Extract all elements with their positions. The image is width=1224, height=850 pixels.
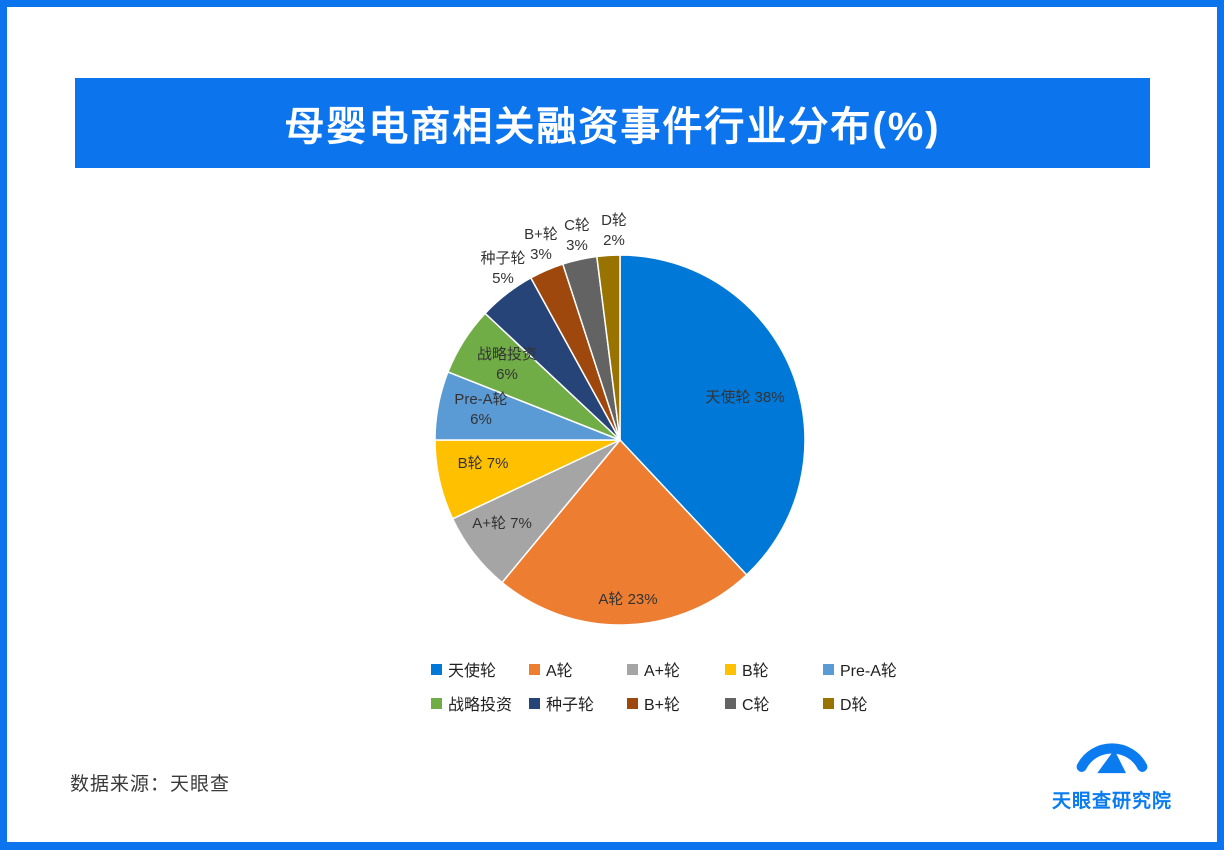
legend-item-天使轮: 天使轮 (431, 657, 529, 681)
pie-slice-天使轮 (619, 254, 806, 576)
pie-slice-label-天使轮: 天使轮 38% (705, 389, 784, 406)
legend-row: 战略投资 种子轮 B+轮 C轮 D轮 (431, 690, 921, 716)
frame-border-bottom (0, 842, 1224, 850)
legend-item-种子轮: 种子轮 (529, 691, 627, 715)
pie-slice-A轮 (501, 438, 748, 626)
legend-label-A轮: A轮 (546, 663, 573, 680)
chart-title: 母婴电商相关融资事件行业分布(%) (284, 105, 941, 149)
pie-slice-label-战略投资: 战略投资 (477, 346, 537, 363)
legend-label-天使轮: 天使轮 (448, 663, 497, 680)
legend-swatch-B轮 (725, 663, 736, 675)
legend-label-A+轮: A+轮 (644, 663, 681, 680)
legend-item-A轮: A轮 (529, 657, 627, 681)
legend-label-D轮: D轮 (840, 697, 868, 714)
chart-title-banner: 母婴电商相关融资事件行业分布(%) (75, 78, 1150, 168)
pie-slice-label-Pre-A轮: Pre-A轮 (454, 391, 507, 408)
legend-label-B+轮: B+轮 (644, 697, 681, 714)
legend-swatch-Pre-A轮 (823, 663, 834, 675)
tianyancha-logo: 天眼查研究院 (1032, 728, 1192, 813)
legend-swatch-战略投资 (431, 697, 442, 709)
data-source-text: 数据来源：天眼查 (70, 774, 231, 795)
pie-slice-label-种子轮: 种子轮 (480, 250, 525, 267)
legend-swatch-天使轮 (431, 663, 442, 675)
legend-item-Pre-A轮: Pre-A轮 (823, 657, 921, 681)
legend-label-Pre-A轮: Pre-A轮 (840, 663, 897, 680)
legend-label-战略投资: 战略投资 (448, 697, 513, 714)
legend-swatch-C轮 (725, 697, 736, 709)
legend-label-B轮: B轮 (742, 663, 769, 680)
chart-legend: 天使轮 A轮 A+轮 B轮 Pre-A轮战略投资 种子轮 B+轮 C轮 D轮 (431, 656, 921, 716)
legend-swatch-B+轮 (627, 697, 638, 709)
pie-slice-label-C轮: C轮 (564, 217, 590, 234)
legend-item-B+轮: B+轮 (627, 691, 725, 715)
frame-border-left (0, 0, 7, 850)
pie-slice-label-B轮: B轮 7% (458, 455, 509, 472)
legend-swatch-D轮 (823, 697, 834, 709)
legend-swatch-A轮 (529, 663, 540, 675)
legend-label-种子轮: 种子轮 (546, 697, 595, 714)
pie-slice-D轮 (595, 254, 621, 441)
tianyancha-logo-text: 天眼查研究院 (1051, 791, 1172, 812)
pie-slice-label-B+轮: B+轮 (524, 226, 558, 243)
pie-slice-label-D轮: D轮 (601, 212, 627, 229)
frame-border-top (0, 0, 1224, 7)
pie-slice-label-B+轮: 3% (530, 246, 552, 263)
pie-slice-label-D轮: 2% (603, 232, 625, 249)
pie-slice-label-Pre-A轮: 6% (470, 411, 492, 428)
legend-swatch-种子轮 (529, 697, 540, 709)
pie-slice-label-C轮: 3% (566, 237, 588, 254)
legend-item-A+轮: A+轮 (627, 657, 725, 681)
pie-slice-label-A轮: A轮 23% (598, 591, 657, 608)
pie-slice-label-A+轮: A+轮 7% (472, 515, 532, 532)
tianyancha-eye-icon (1076, 743, 1148, 774)
legend-label-C轮: C轮 (742, 697, 770, 714)
legend-item-B轮: B轮 (725, 657, 823, 681)
pie-slice-label-战略投资: 6% (496, 366, 518, 383)
pie-slice-label-种子轮: 5% (492, 270, 514, 287)
legend-swatch-A+轮 (627, 663, 638, 675)
legend-row: 天使轮 A轮 A+轮 B轮 Pre-A轮 (431, 656, 921, 682)
legend-item-D轮: D轮 (823, 691, 921, 715)
legend-item-战略投资: 战略投资 (431, 691, 529, 715)
legend-item-C轮: C轮 (725, 691, 823, 715)
frame-border-right (1217, 0, 1224, 850)
